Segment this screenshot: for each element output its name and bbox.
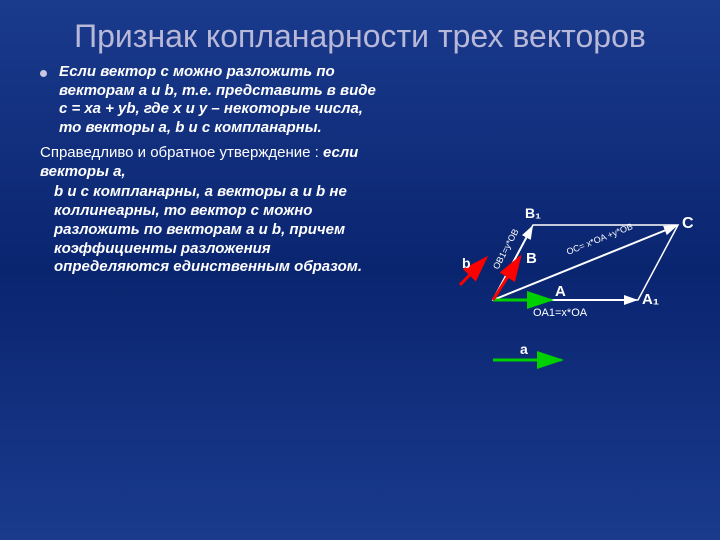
label-b: B <box>526 250 537 267</box>
label-b1: B₁ <box>525 205 541 221</box>
bullet-item: Если вектор с можно разложить по вектора… <box>40 63 380 138</box>
paragraph-2: Справедливо и обратное утверждение : есл… <box>40 144 380 182</box>
bullet-dot <box>40 70 47 77</box>
paragraph-3: b и с компланарны, а векторы а и b не ко… <box>40 183 380 277</box>
para2-plain: Справедливо и обратное утверждение : <box>40 144 323 161</box>
paragraph-1: Если вектор с можно разложить по вектора… <box>59 63 380 138</box>
slide-title: Признак копланарности трех векторов <box>0 0 720 63</box>
label-a1: A₁ <box>642 291 659 308</box>
vector-diagram: B₁ C B A A₁ b a OC= x*OA +y*OB OA1=x*OA … <box>438 200 698 400</box>
label-b-vec: b <box>462 255 471 271</box>
label-a: A <box>555 283 566 300</box>
label-c: C <box>682 215 694 232</box>
label-a-vec: a <box>520 341 528 357</box>
text-column: Если вектор с можно разложить по вектора… <box>40 63 380 277</box>
vector-oc <box>493 226 676 300</box>
label-oc-formula: OC= x*OA +y*OB <box>565 221 634 257</box>
label-oa1-formula: OA1=x*OA <box>533 307 588 319</box>
